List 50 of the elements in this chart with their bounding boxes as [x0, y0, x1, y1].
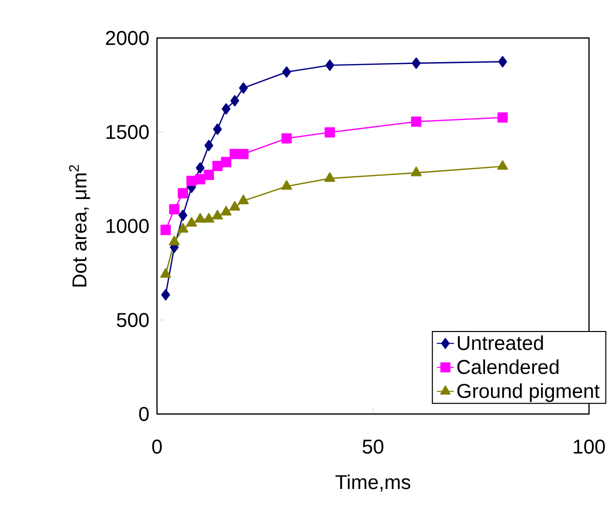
point: [195, 174, 206, 184]
point: [238, 148, 249, 160]
point: [169, 204, 180, 214]
point: [410, 166, 422, 176]
point: [411, 116, 422, 127]
point: [281, 133, 292, 144]
point: [325, 60, 334, 71]
point: [324, 127, 335, 138]
point: [161, 289, 170, 300]
point: [238, 194, 249, 204]
point: [220, 156, 232, 168]
point: [204, 170, 214, 180]
point: [230, 95, 240, 106]
x-axis-title: Time,ms: [335, 474, 410, 492]
point: [497, 112, 508, 123]
point: [412, 58, 421, 69]
legend-label: Ground pigment: [457, 383, 600, 402]
legend-label: Untreated: [458, 335, 543, 350]
point: [324, 172, 336, 182]
point: [203, 213, 214, 223]
point: [213, 124, 222, 135]
y-tick-label: 500: [116, 312, 149, 328]
x-tick-label: 50: [362, 440, 384, 454]
legend-label: Calendered: [457, 359, 558, 374]
point: [186, 217, 197, 227]
y-tick-label: 0: [139, 406, 149, 422]
point: [196, 162, 205, 174]
point: [239, 82, 248, 94]
point: [281, 180, 292, 190]
point: [178, 223, 188, 233]
point: [178, 210, 188, 221]
point: [168, 236, 180, 246]
point: [497, 160, 508, 170]
point: [194, 213, 206, 223]
x-tick-label: 0: [152, 440, 162, 454]
point: [229, 201, 240, 211]
x-tick-label: 100: [574, 440, 605, 454]
point: [282, 66, 291, 78]
point: [178, 188, 188, 198]
point: [220, 206, 232, 216]
y-tick-label: 1500: [106, 124, 149, 140]
y-tick-label: 1000: [106, 218, 149, 234]
point: [222, 103, 231, 115]
point: [160, 224, 171, 236]
point: [498, 56, 508, 68]
point: [212, 210, 223, 220]
y-axis-title: Dot area, μm$^{2}$: [69, 165, 90, 287]
point: [204, 140, 214, 152]
point: [160, 268, 172, 278]
y-tick-label: 2000: [106, 30, 149, 46]
